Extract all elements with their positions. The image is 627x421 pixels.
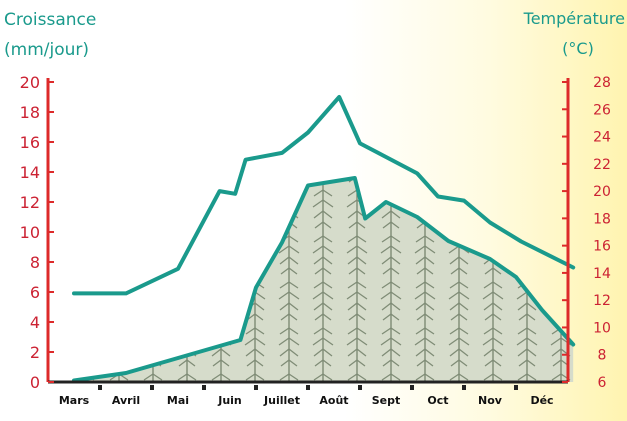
- right-tick-label: 12: [593, 293, 611, 309]
- right-axis-title-line2: (°C): [562, 39, 594, 58]
- x-tick-mark: [358, 385, 362, 390]
- right-tick-label: 10: [593, 320, 611, 336]
- left-tick-label: 14: [20, 163, 40, 182]
- left-tick-label: 16: [20, 133, 40, 152]
- right-axis-title-line1: Température: [523, 9, 625, 28]
- left-tick-label: 18: [20, 103, 40, 122]
- right-tick-label: 18: [593, 211, 611, 227]
- x-tick-label: Sept: [372, 394, 401, 407]
- left-tick-label: 2: [30, 343, 40, 362]
- x-tick-mark: [514, 385, 518, 390]
- x-tick-label: Mars: [59, 394, 90, 407]
- left-tick-label: 20: [20, 73, 40, 92]
- left-axis-title-line2: (mm/jour): [4, 40, 89, 60]
- right-tick-label: 8: [598, 348, 607, 364]
- right-tick-label: 20: [593, 184, 611, 200]
- x-tick-label: Déc: [530, 394, 553, 407]
- x-tick-label: Juin: [217, 394, 242, 407]
- right-tick-label: 6: [598, 375, 607, 391]
- right-tick-label: 16: [593, 239, 611, 255]
- x-tick-mark: [462, 385, 466, 390]
- right-tick-label: 26: [593, 102, 611, 118]
- right-tick-label: 28: [593, 75, 611, 91]
- growth-area: [74, 178, 574, 382]
- left-tick-label: 10: [20, 223, 40, 242]
- x-tick-mark: [98, 385, 102, 390]
- x-tick-label: Avril: [112, 394, 140, 407]
- left-tick-label: 6: [30, 283, 40, 302]
- left-tick-label: 12: [20, 193, 40, 212]
- right-tick-label: 14: [593, 266, 611, 282]
- x-tick-mark: [410, 385, 414, 390]
- series-line-layer: [72, 95, 576, 383]
- growth-line: [72, 176, 576, 383]
- left-tick-label: 0: [30, 373, 40, 392]
- ticks-layer: 024681012141618206810121416182022242628M…: [20, 73, 611, 407]
- x-tick-label: Nov: [478, 394, 503, 407]
- x-tick-mark: [202, 385, 206, 390]
- x-tick-label: Août: [319, 394, 348, 407]
- x-tick-label: Mai: [167, 394, 189, 407]
- right-tick-label: 22: [593, 157, 611, 173]
- x-tick-mark: [306, 385, 310, 390]
- temperature-line: [72, 95, 576, 296]
- axes-layer: [46, 78, 570, 384]
- growth-area-layer: [74, 178, 574, 382]
- x-tick-mark: [254, 385, 258, 390]
- x-tick-label: Oct: [427, 394, 448, 407]
- right-tick-label: 24: [593, 130, 611, 146]
- x-tick-mark: [150, 385, 154, 390]
- x-tick-label: Juillet: [263, 394, 300, 407]
- left-axis-title-line1: Croissance: [4, 10, 96, 30]
- left-tick-label: 4: [30, 313, 40, 332]
- left-tick-label: 8: [30, 253, 40, 272]
